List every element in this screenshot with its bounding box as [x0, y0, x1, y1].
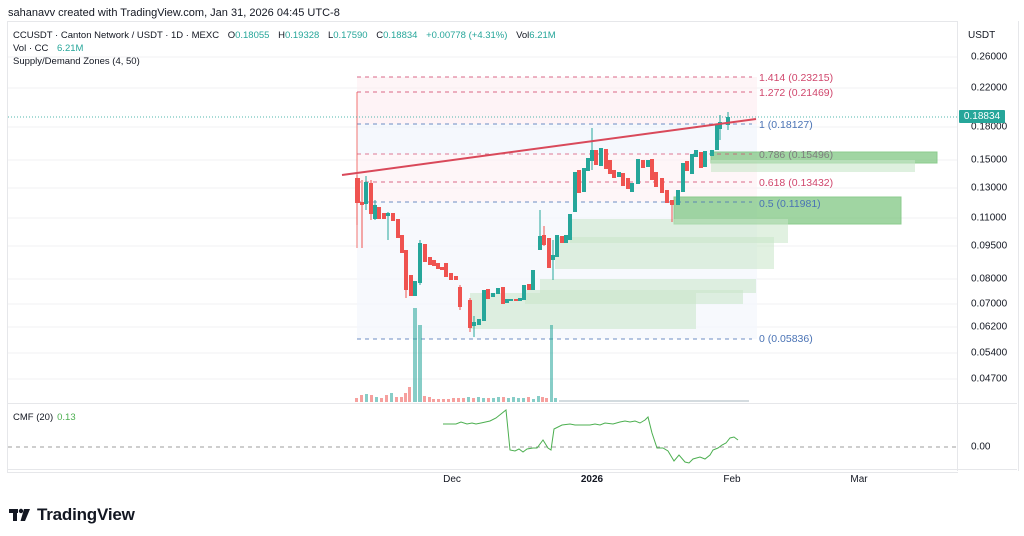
price-tick: 0.09500: [971, 240, 1008, 252]
close-value: 0.18834: [383, 30, 418, 41]
low-value: 0.17590: [333, 30, 368, 41]
symbol-title[interactable]: CCUSDT · Canton Network / USDT · 1D · ME…: [13, 30, 220, 41]
price-tick: 0.08000: [971, 273, 1008, 285]
time-label-mar: Mar: [850, 474, 868, 485]
time-label-feb: Feb: [723, 474, 741, 485]
supply-demand-indicator-label[interactable]: Supply/Demand Zones (4, 50): [13, 56, 140, 67]
volume-indicator-value: 6.21M: [57, 43, 84, 54]
price-tick: 0.07000: [971, 298, 1008, 310]
price-tick: 0.15000: [971, 154, 1008, 166]
price-tick: 0.18000: [971, 121, 1008, 133]
fib-label-1: 1 (0.18127): [759, 119, 813, 131]
chart-legend: CCUSDT · Canton Network / USDT · 1D · ME…: [13, 29, 556, 68]
fib-label-1-272: 1.272 (0.21469): [759, 87, 834, 99]
cmf-legend: CMF (20) 0.13: [13, 412, 76, 423]
vol-value: 6.21M: [529, 30, 556, 41]
price-tick: 0.04700: [971, 373, 1008, 385]
fib-label-0: 0 (0.05836): [759, 333, 813, 345]
fib-label-1-414: 1.414 (0.23215): [759, 72, 834, 84]
high-label: H: [278, 30, 285, 41]
brand-name: TradingView: [37, 505, 135, 524]
volume-bars: [355, 308, 749, 402]
close-label: C: [376, 30, 384, 41]
pane-separator[interactable]: [7, 403, 1017, 404]
open-value: 0.18055: [235, 30, 270, 41]
chart-credit: sahanavv created with TradingView.com, J…: [8, 7, 340, 19]
time-label-dec: Dec: [443, 474, 461, 485]
cmf-zero-tick: 0.00: [971, 441, 991, 453]
tradingview-logo[interactable]: TradingView: [9, 505, 135, 525]
last-price-tag: 0.18834: [959, 110, 1005, 123]
fib-label-0-618: 0.618 (0.13432): [759, 177, 834, 189]
open-label: O: [227, 30, 236, 41]
cmf-value: 0.13: [57, 412, 76, 423]
fib-label-0-5: 0.5 (0.11981): [759, 198, 821, 210]
price-tick: 0.26000: [971, 51, 1008, 63]
price-tick: 0.22000: [971, 82, 1008, 94]
vol-label: Vol: [516, 30, 530, 41]
fib-label-0-786: 0.786 (0.15496): [759, 149, 834, 161]
candles: [355, 112, 730, 337]
resistance-trendline: [341, 118, 757, 176]
price-tick: 0.13000: [971, 182, 1008, 194]
change-value: +0.00778 (+4.31%): [426, 30, 508, 41]
time-label-2026: 2026: [580, 474, 604, 485]
high-value: 0.19328: [284, 30, 320, 41]
low-label: L: [327, 30, 334, 41]
price-axis[interactable]: [957, 21, 1019, 471]
price-tick: 0.05400: [971, 347, 1008, 359]
fib-lines: [357, 76, 752, 340]
price-axis-unit: USDT: [968, 30, 996, 41]
price-tick: 0.06200: [971, 321, 1008, 333]
price-tick: 0.11000: [971, 212, 1007, 224]
chart-frame: [7, 21, 958, 473]
cmf-label[interactable]: CMF (20): [13, 412, 54, 423]
volume-indicator-label[interactable]: Vol · CC: [13, 43, 49, 54]
tradingview-logo-icon: [9, 508, 30, 521]
cmf-line: [443, 409, 739, 464]
time-axis[interactable]: [7, 469, 1017, 470]
